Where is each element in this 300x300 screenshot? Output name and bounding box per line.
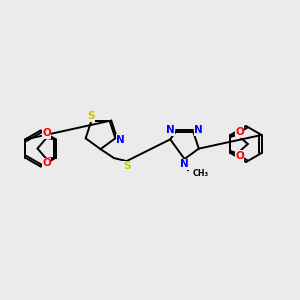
Text: S: S (123, 161, 130, 171)
Text: N: N (194, 125, 203, 135)
Text: O: O (42, 128, 51, 139)
Text: O: O (235, 127, 244, 137)
Text: CH₃: CH₃ (192, 169, 208, 178)
Text: O: O (235, 151, 244, 161)
Text: N: N (116, 135, 125, 145)
Text: S: S (87, 111, 95, 122)
Text: O: O (42, 158, 51, 169)
Text: N: N (166, 125, 175, 135)
Text: N: N (180, 159, 189, 170)
